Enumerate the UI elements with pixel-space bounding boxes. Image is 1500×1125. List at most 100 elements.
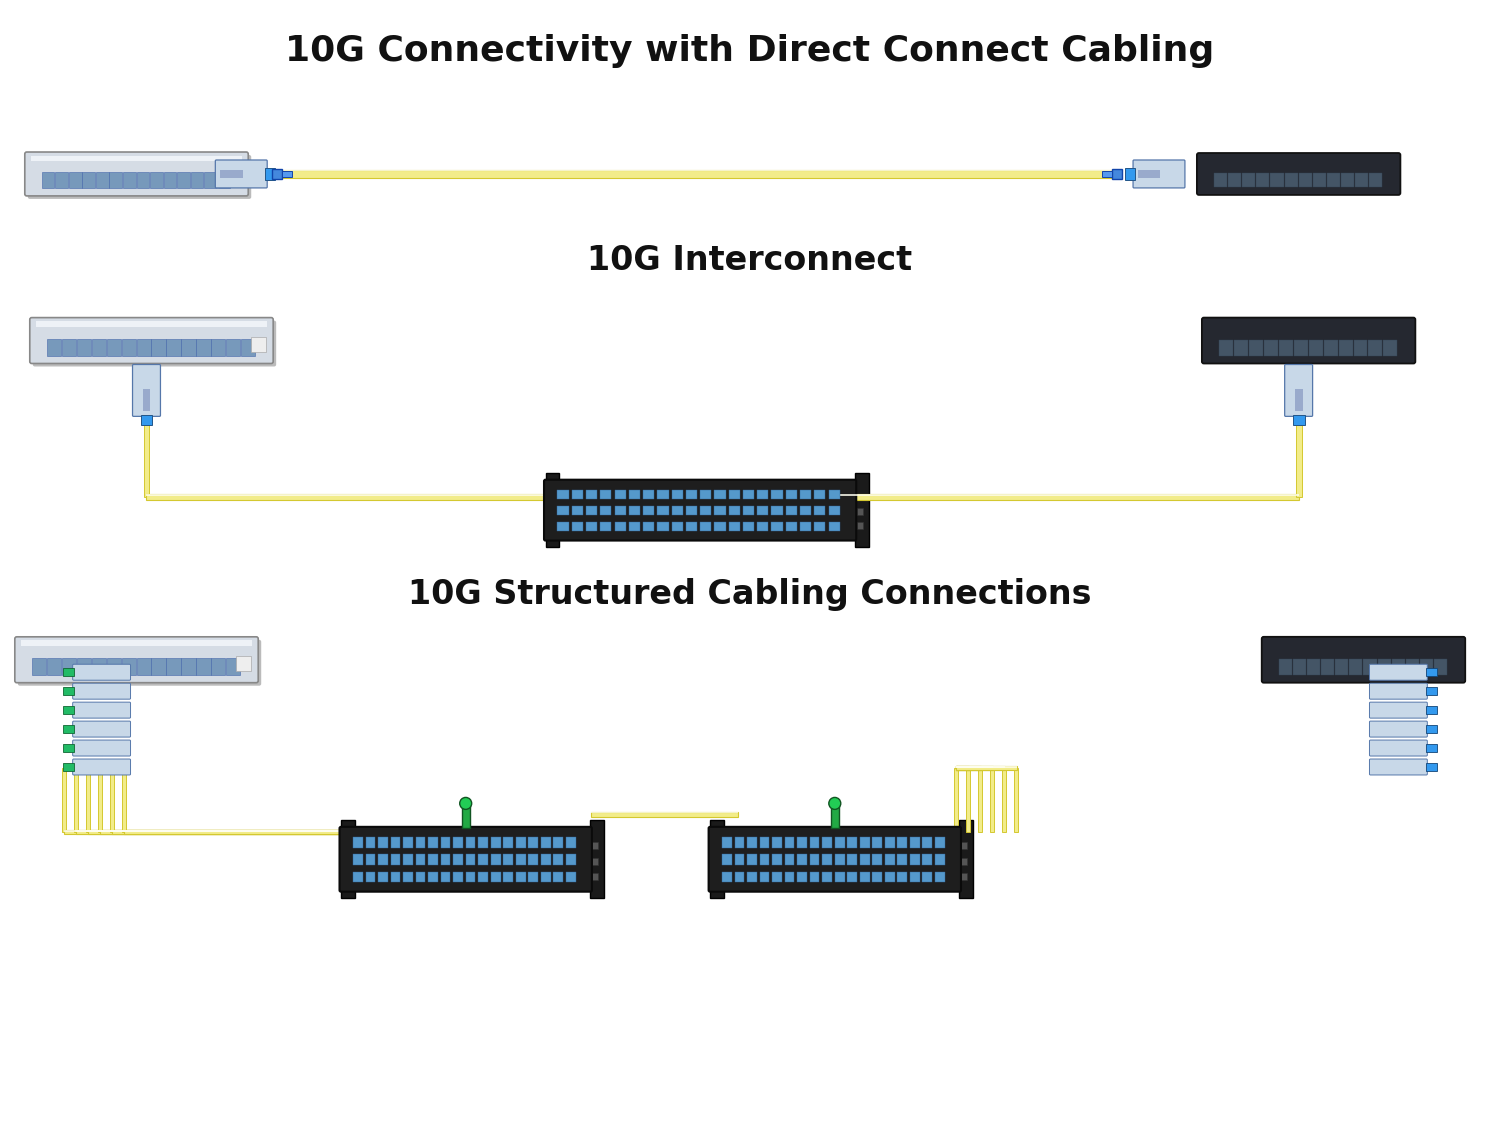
FancyBboxPatch shape <box>1370 702 1428 718</box>
Bar <box>182 658 195 675</box>
Bar <box>427 872 438 882</box>
Bar <box>99 830 344 831</box>
Bar <box>586 522 597 531</box>
Bar <box>123 172 135 188</box>
Bar <box>404 837 412 847</box>
Bar <box>504 837 513 847</box>
Bar <box>63 830 344 835</box>
Bar <box>1214 172 1227 187</box>
Bar <box>504 872 513 882</box>
Bar <box>747 837 758 847</box>
Bar <box>164 172 177 188</box>
Bar <box>592 842 598 849</box>
Bar <box>453 837 464 847</box>
Bar <box>796 872 807 882</box>
Bar <box>922 872 932 882</box>
Bar <box>586 505 597 515</box>
Bar <box>735 837 744 847</box>
Bar <box>1364 659 1377 675</box>
Bar <box>462 803 470 828</box>
Bar <box>416 855 426 865</box>
Bar <box>1138 170 1161 178</box>
Bar <box>572 489 584 500</box>
Bar <box>800 489 812 500</box>
Bar <box>859 855 870 865</box>
Bar <box>441 872 450 882</box>
FancyBboxPatch shape <box>1197 153 1401 195</box>
Bar <box>1322 659 1334 675</box>
Bar <box>32 658 46 675</box>
Bar <box>123 830 344 835</box>
Bar <box>554 837 562 847</box>
Bar <box>46 658 62 675</box>
Bar <box>87 830 344 835</box>
FancyBboxPatch shape <box>1370 664 1428 681</box>
Bar <box>62 658 76 675</box>
Bar <box>404 855 412 865</box>
Bar <box>800 522 812 531</box>
Bar <box>204 172 218 188</box>
Bar <box>628 505 640 515</box>
Bar <box>74 768 78 832</box>
Bar <box>600 489 612 500</box>
Bar <box>759 837 770 847</box>
Bar <box>110 768 114 832</box>
Bar <box>962 842 968 849</box>
Bar <box>910 855 920 865</box>
FancyBboxPatch shape <box>18 640 261 686</box>
Bar <box>141 415 153 425</box>
Bar <box>1426 706 1437 714</box>
Circle shape <box>830 798 842 809</box>
Bar <box>82 172 94 188</box>
Bar <box>628 522 640 531</box>
Bar <box>784 837 795 847</box>
Bar <box>1392 659 1406 675</box>
Bar <box>1306 659 1320 675</box>
Bar <box>657 522 669 531</box>
Bar <box>1250 340 1263 356</box>
Bar <box>352 855 363 865</box>
Bar <box>831 803 839 828</box>
Bar <box>42 172 54 188</box>
Bar <box>716 873 722 880</box>
Bar <box>266 168 274 180</box>
Bar <box>828 489 840 500</box>
FancyBboxPatch shape <box>72 683 130 699</box>
Bar <box>822 837 833 847</box>
Bar <box>786 522 796 531</box>
Circle shape <box>459 798 471 809</box>
Bar <box>615 489 626 500</box>
Bar <box>566 855 576 865</box>
Bar <box>758 522 768 531</box>
Bar <box>516 837 525 847</box>
Bar <box>542 837 550 847</box>
FancyBboxPatch shape <box>33 321 276 367</box>
Bar <box>272 169 282 179</box>
Bar <box>147 494 562 496</box>
Bar <box>962 873 968 880</box>
Bar <box>784 855 795 865</box>
Bar <box>1426 726 1437 734</box>
Bar <box>63 763 74 771</box>
Bar <box>542 855 550 865</box>
Bar <box>478 855 488 865</box>
Bar <box>714 522 726 531</box>
Bar <box>441 855 450 865</box>
Bar <box>572 522 584 531</box>
FancyBboxPatch shape <box>1370 721 1428 737</box>
Bar <box>828 505 840 515</box>
Bar <box>855 474 868 547</box>
Bar <box>346 857 352 865</box>
Bar <box>63 744 74 752</box>
Bar <box>453 872 464 882</box>
Bar <box>504 855 513 865</box>
Bar <box>957 766 1005 768</box>
Bar <box>810 855 819 865</box>
Bar <box>226 658 240 675</box>
Bar <box>922 837 932 847</box>
Bar <box>759 855 770 865</box>
Bar <box>98 768 102 832</box>
Bar <box>729 505 740 515</box>
Bar <box>352 872 363 882</box>
Bar <box>716 857 722 865</box>
